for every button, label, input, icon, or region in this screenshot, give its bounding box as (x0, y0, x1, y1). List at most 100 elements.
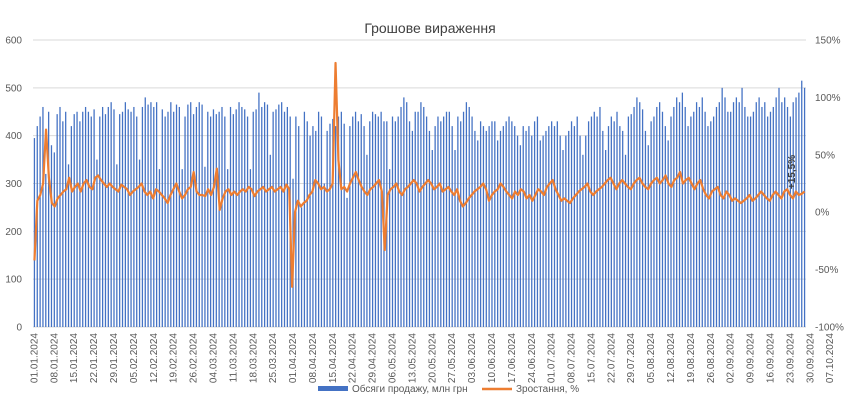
x-tick-label: 15.04.2024 (328, 333, 339, 383)
bar (511, 121, 513, 327)
bar (636, 97, 638, 328)
bar (130, 111, 132, 327)
bar (173, 111, 175, 327)
x-tick-label: 05.02.2024 (129, 333, 140, 383)
bar (104, 114, 107, 328)
bar (207, 111, 209, 327)
bar (661, 111, 664, 327)
bar (605, 150, 607, 327)
bar (417, 111, 419, 327)
bar (329, 123, 331, 327)
bar (542, 135, 544, 327)
bar (263, 102, 266, 327)
bar (323, 183, 325, 327)
bar (198, 102, 200, 327)
left-tick-label: 300 (5, 179, 22, 190)
x-tick-label: 01.04.2024 (288, 333, 299, 383)
bar (428, 130, 431, 327)
bar (62, 121, 64, 327)
bar (209, 116, 212, 328)
bar (718, 102, 720, 327)
bar (795, 97, 797, 328)
bar (798, 92, 800, 327)
bar (346, 197, 348, 327)
bar (215, 114, 217, 328)
bar (56, 114, 58, 328)
bar (482, 126, 485, 327)
bar (147, 104, 149, 327)
bar (391, 116, 394, 328)
bar (192, 114, 195, 328)
right-tick-label: 50% (815, 150, 835, 161)
bar (269, 154, 271, 327)
chart-title: Грошове вираження (364, 20, 495, 36)
bar (752, 111, 755, 327)
bar (360, 114, 362, 328)
bar (610, 116, 612, 328)
bar (227, 169, 229, 327)
bar (551, 121, 553, 327)
x-tick-label: 18.03.2024 (248, 333, 259, 383)
x-tick-label: 05.08.2024 (646, 333, 657, 383)
bar (712, 116, 715, 328)
bar (39, 116, 41, 328)
bar (33, 138, 36, 327)
bar (738, 102, 740, 327)
bar (579, 135, 581, 327)
bar (531, 135, 533, 327)
x-tick-label: 19.02.2024 (169, 333, 180, 383)
right-tick-label: -50% (815, 265, 838, 276)
bar (190, 102, 192, 327)
bar (116, 164, 118, 327)
bar (684, 106, 686, 327)
bar (624, 154, 627, 327)
bar (562, 150, 564, 327)
bar (47, 111, 50, 327)
bar (468, 106, 470, 327)
bar (775, 97, 777, 328)
bar (113, 109, 115, 327)
bar (164, 116, 166, 328)
bar (786, 106, 789, 327)
bar (36, 126, 38, 327)
right-tick-label: 0% (815, 208, 830, 219)
bar (704, 111, 706, 327)
bar (150, 102, 152, 327)
bar-series (33, 80, 806, 328)
bar (425, 116, 428, 328)
bar (622, 130, 624, 327)
bar (673, 106, 675, 327)
x-tick-label: 07.10.2024 (825, 333, 836, 383)
bar (414, 111, 416, 327)
bar (377, 116, 379, 328)
bar (170, 102, 172, 327)
bar (474, 130, 476, 327)
bar (241, 106, 243, 327)
bar (494, 121, 496, 327)
bar (352, 116, 354, 328)
bar (681, 92, 684, 327)
bar (380, 111, 382, 327)
bar (50, 145, 53, 327)
x-tick-label: 26.08.2024 (706, 333, 717, 383)
bar (514, 126, 516, 327)
bar (272, 111, 274, 327)
bar (727, 111, 729, 327)
bar (548, 126, 550, 327)
x-tick-label: 12.02.2024 (149, 333, 160, 383)
right-tick-label: 150% (815, 36, 841, 47)
x-tick-label: 17.06.2024 (507, 333, 518, 383)
bar (303, 111, 306, 327)
bar (568, 130, 570, 327)
bar (79, 121, 81, 327)
bar (676, 97, 678, 328)
bar (252, 111, 254, 327)
bar (340, 111, 342, 327)
bar (403, 97, 405, 328)
bar (590, 116, 593, 328)
x-tick-label: 01.07.2024 (547, 333, 558, 383)
bar (155, 102, 158, 327)
bar (749, 116, 752, 328)
bar (516, 135, 519, 327)
